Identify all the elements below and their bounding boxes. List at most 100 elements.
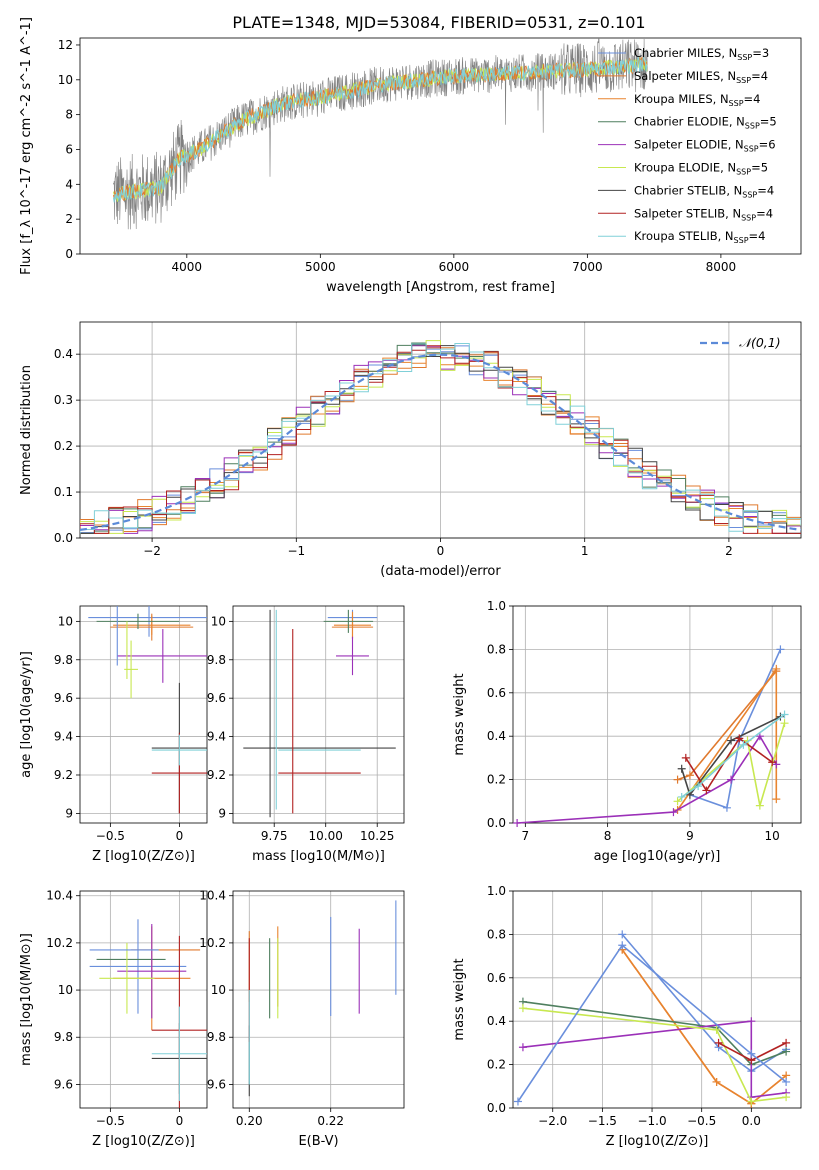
- weight-marker: [712, 1077, 721, 1086]
- y-tick-label: 10: [58, 614, 73, 628]
- weight-series-line: [522, 1000, 787, 1066]
- histogram-series: [80, 340, 801, 534]
- y-tick-label: 1.0: [487, 884, 506, 898]
- y-tick-label: 0.1: [54, 485, 73, 499]
- y-axis-label: Flux [f_λ 10^-17 erg cm^-2 s^-1 A^-1]: [19, 17, 34, 275]
- y-tick-label: 10.2: [199, 936, 226, 950]
- y-tick-label: 1.0: [487, 599, 506, 613]
- legend-entry: Chabrier ELODIE, NSSP=5: [634, 115, 777, 131]
- y-axis-label: mass weight: [452, 673, 467, 755]
- y-tick-label: 0.2: [487, 773, 506, 787]
- x-tick-label: −2: [143, 544, 161, 558]
- x-axis-label: wavelength [Angstrom, rest frame]: [326, 280, 555, 295]
- weight-marker: [513, 819, 522, 827]
- y-tick-label: 2: [65, 212, 73, 226]
- x-tick-label: 9: [686, 829, 694, 843]
- x-tick-label: −1.5: [588, 1114, 617, 1128]
- y-axis-label: Normed distribution: [19, 365, 34, 495]
- weight-marker: [780, 719, 789, 728]
- weight-marker: [739, 740, 748, 749]
- y-tick-label: 0.2: [487, 1058, 506, 1072]
- model-spectrum-line: [112, 56, 648, 202]
- weight-marker: [669, 808, 678, 817]
- mass-vs-EBV-chart: 0.20 0.22 9.6 9.8 10 10.2 10.4 E(B-V): [199, 889, 405, 1149]
- x-tick-label: 10.00: [309, 829, 343, 843]
- y-tick-label: 10: [58, 73, 73, 87]
- normal-curve: [80, 353, 801, 531]
- y-axis-label: age [log10(age/yr)]: [19, 651, 34, 778]
- y-tick-label: 0.4: [487, 1014, 506, 1028]
- x-tick-label: 0.20: [236, 1114, 263, 1128]
- weight-marker: [768, 758, 777, 767]
- y-tick-label: 0.6: [487, 686, 506, 700]
- x-tick-label: 7: [522, 829, 530, 843]
- figure-title: PLATE=1348, MJD=53084, FIBERID=0531, z=0…: [232, 13, 645, 32]
- x-tick-label: 0: [437, 544, 445, 558]
- x-tick-label: 9.75: [261, 829, 288, 843]
- y-tick-label: 10: [211, 614, 226, 628]
- weight-marker: [772, 795, 781, 804]
- weight-marker: [747, 1017, 756, 1026]
- weight-vs-age-chart: 7 8 9 10 0.0 0.2 0.4 0.6 0.8 1.0 age [log10(age/yr…: [452, 599, 802, 864]
- weight-series-line: [680, 715, 781, 797]
- weight-marker: [513, 1097, 522, 1106]
- legend-entry: Chabrier MILES, NSSP=3: [634, 46, 769, 62]
- y-axis-label: mass weight: [452, 958, 467, 1040]
- y-tick-label: 9: [65, 806, 73, 820]
- y-tick-label: 9.2: [207, 768, 226, 782]
- weight-vs-Z-chart: −2.0 −1.5 −1.0 −0.5 0.0 0.0 0.2 0.4 0.6 0.8 1.0 Z […: [452, 884, 802, 1149]
- plot-layer: 4000 5000 6000 7000 8000024681012wavelength …: [19, 17, 802, 1149]
- weight-marker: [747, 1049, 756, 1058]
- y-tick-label: 0.6: [487, 971, 506, 985]
- y-tick-label: 9.4: [207, 730, 226, 744]
- y-axis-label: mass [log10(M/M⊙)]: [19, 933, 34, 1066]
- y-tick-label: 8: [65, 108, 73, 122]
- weight-series-line: [621, 949, 787, 1105]
- y-tick-label: 9.8: [54, 653, 73, 667]
- weight-marker: [618, 941, 627, 950]
- errorbar-series: [243, 609, 396, 818]
- weight-marker: [702, 786, 711, 795]
- y-tick-label: 9.8: [207, 653, 226, 667]
- weight-marker: [694, 782, 703, 791]
- spectrum-legend: Chabrier MILES, NSSP=3 Salpeter MILES, NS…: [598, 46, 777, 245]
- x-tick-label: 10: [765, 829, 780, 843]
- y-tick-label: 9.6: [207, 1077, 226, 1091]
- model-spectrum-line: [112, 56, 648, 202]
- model-spectrum-line: [112, 56, 648, 203]
- x-tick-label: 8: [604, 829, 612, 843]
- weight-marker: [673, 775, 682, 784]
- y-tick-label: 10.2: [46, 936, 73, 950]
- x-axis-label: age [log10(age/yr)]: [594, 849, 721, 864]
- x-tick-label: 1: [581, 544, 589, 558]
- x-tick-label: 0: [176, 829, 184, 843]
- weight-marker: [780, 710, 789, 719]
- y-tick-label: 10: [211, 983, 226, 997]
- weight-marker: [685, 771, 694, 780]
- axes-frame: [512, 605, 802, 824]
- observed-spectrum-line: [113, 38, 648, 230]
- mass-vs-Z-chart: −0.5 0 9.6 9.8 10 10.2 10.4 Z [log10(Z/Z⊙)] mass…: [19, 889, 208, 1149]
- weight-marker: [782, 1093, 791, 1102]
- y-tick-label: 0.0: [487, 1101, 506, 1115]
- x-tick-label: 2: [725, 544, 733, 558]
- weight-marker: [673, 797, 682, 806]
- weight-marker: [727, 775, 736, 784]
- weight-marker: [677, 764, 686, 773]
- grid-lines: [80, 891, 207, 1108]
- legend-entry: Kroupa MILES, NSSP=4: [634, 92, 760, 108]
- axes-frame: [79, 37, 802, 255]
- x-tick-label: 7000: [572, 260, 603, 274]
- x-axis-label: Z [log10(Z/Z⊙)]: [92, 1134, 195, 1149]
- y-tick-label: 9.6: [54, 691, 73, 705]
- spectrum-chart: 4000 5000 6000 7000 8000 0 2 4 6 8 10 12 wavelength …: [19, 17, 802, 295]
- weight-marker: [518, 1043, 527, 1052]
- legend-entry: Kroupa STELIB, NSSP=4: [634, 229, 765, 245]
- axes-frame: [79, 890, 208, 1109]
- histogram-step: [80, 342, 801, 534]
- x-tick-label: 5000: [305, 260, 336, 274]
- x-tick-label: −2.0: [538, 1114, 567, 1128]
- x-axis-label: (data-model)/error: [380, 564, 501, 579]
- y-tick-label: 0.0: [54, 531, 73, 545]
- legend-entry: 𝒩(0,1): [739, 335, 781, 350]
